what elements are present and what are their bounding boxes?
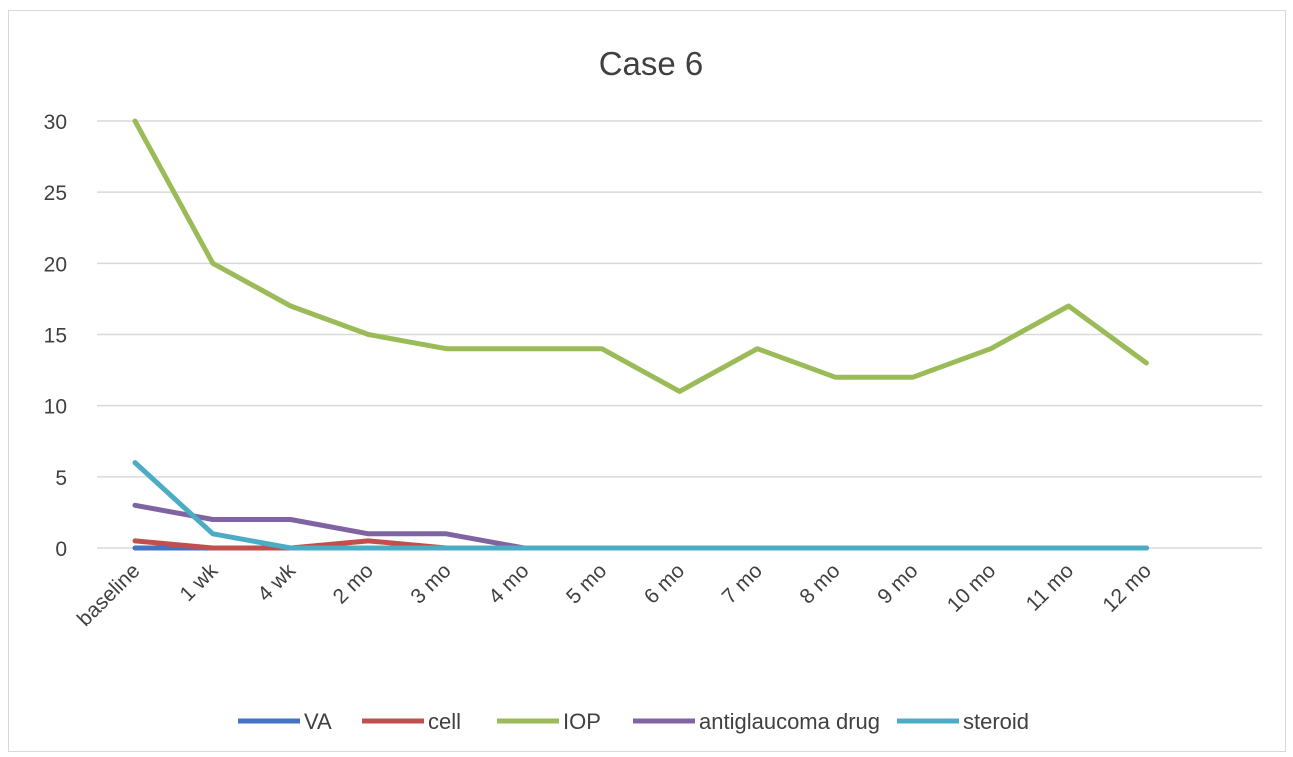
x-tick-label: baseline [73, 559, 145, 631]
gridlines [97, 120, 1262, 549]
x-tick-label: 8 mo [795, 559, 844, 608]
series-line-iop [132, 118, 1149, 394]
y-axis-ticks: 0 5 10 15 20 25 30 [44, 111, 67, 561]
x-tick-label: 7 mo [718, 559, 767, 608]
x-tick-label: 10 mo [943, 559, 1001, 617]
series-lines [132, 118, 1149, 551]
x-tick-label: 4 mo [484, 559, 533, 608]
x-tick-label: 4 wk [253, 559, 300, 606]
x-tick-label: 2 mo [329, 559, 378, 608]
x-tick-label: 3 mo [406, 559, 455, 608]
chart-frame [8, 10, 1286, 752]
x-tick-label: 9 mo [873, 559, 922, 608]
legend-label: steroid [963, 709, 1029, 734]
x-tick-label: 6 mo [640, 559, 689, 608]
series-line-antiglaucoma-drug [132, 502, 1149, 551]
y-tick-label: 25 [44, 182, 67, 205]
x-tick-label: 12 mo [1098, 559, 1156, 617]
x-axis-ticks: baseline 1 wk 4 wk 2 mo 3 mo 4 mo 5 mo 6 mo 7 mo… [73, 559, 1156, 631]
x-tick-label: 5 mo [562, 559, 611, 608]
chart-title: Case 6 [599, 45, 704, 82]
legend-label: cell [428, 709, 461, 734]
y-tick-label: 30 [44, 111, 67, 134]
legend-label: VA [304, 709, 332, 734]
y-tick-label: 20 [44, 253, 67, 276]
y-tick-label: 15 [44, 325, 67, 348]
x-tick-label: 1 wk [176, 559, 223, 606]
series-line-steroid [132, 460, 1149, 551]
legend-label: IOP [563, 709, 601, 734]
y-tick-label: 5 [55, 467, 67, 490]
x-tick-label: 11 mo [1022, 559, 1078, 615]
y-tick-label: 0 [55, 538, 67, 561]
y-tick-label: 10 [44, 396, 67, 419]
legend-label: antiglaucoma drug [699, 709, 880, 734]
legend: VA cell IOP antiglaucoma drug steroid [238, 709, 1029, 734]
